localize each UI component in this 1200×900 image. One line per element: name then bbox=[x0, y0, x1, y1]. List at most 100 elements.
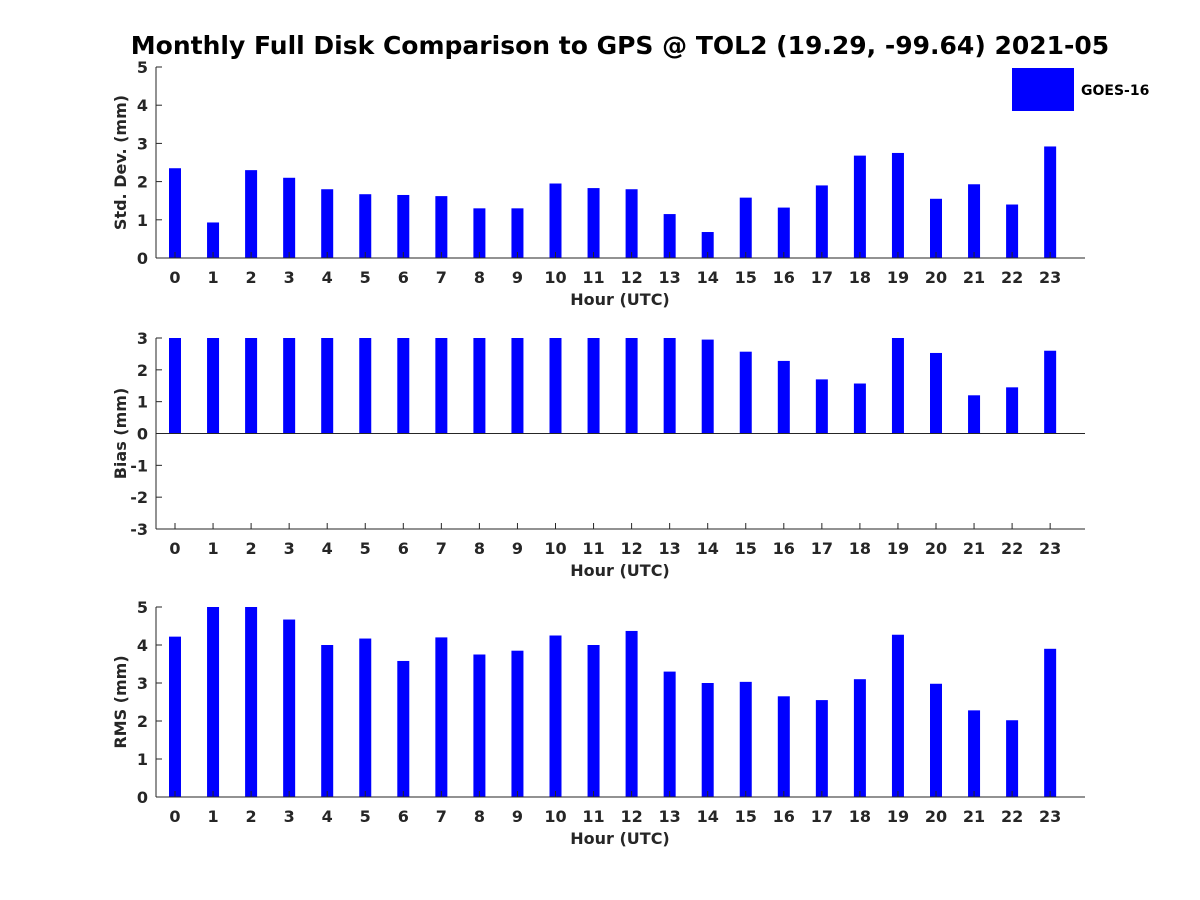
rms-bar-0 bbox=[169, 636, 181, 797]
rms-bar-14 bbox=[701, 683, 714, 797]
std-x-tick-label: 3 bbox=[284, 268, 295, 287]
rms-y-tick-label: 5 bbox=[137, 598, 148, 617]
bias-bar-1 bbox=[207, 338, 220, 434]
rms-x-tick-label: 16 bbox=[773, 807, 795, 826]
bias-bar-20 bbox=[930, 352, 942, 434]
std-x-tick-label: 16 bbox=[773, 268, 795, 287]
bias-y-tick-label: 1 bbox=[137, 393, 148, 412]
bias-x-tick-label: 8 bbox=[474, 539, 485, 558]
rms-bar-5 bbox=[359, 638, 372, 797]
rms-x-tick-label: 0 bbox=[169, 807, 180, 826]
rms-x-tick-label: 17 bbox=[811, 807, 833, 826]
rms-y-axis-label: RMS (mm) bbox=[111, 655, 130, 748]
legend: GOES-16 bbox=[1012, 68, 1149, 111]
rms-x-tick-label: 6 bbox=[398, 807, 409, 826]
bias-bar-3 bbox=[283, 338, 296, 434]
std-bar-18 bbox=[853, 155, 866, 258]
std-y-tick-label: 4 bbox=[137, 96, 148, 115]
std-x-axis-label: Hour (UTC) bbox=[570, 290, 670, 309]
rms-x-tick-label: 3 bbox=[284, 807, 295, 826]
std-x-tick-label: 9 bbox=[512, 268, 523, 287]
std-bar-15 bbox=[739, 197, 752, 258]
std-bar-19 bbox=[891, 152, 904, 258]
rms-x-tick-label: 15 bbox=[735, 807, 757, 826]
std-bar-1 bbox=[207, 222, 220, 258]
bias-x-tick-label: 16 bbox=[773, 539, 795, 558]
bias-bar-4 bbox=[321, 338, 334, 434]
bias-bar-6 bbox=[397, 338, 410, 434]
std-x-tick-label: 13 bbox=[659, 268, 681, 287]
std-y-tick-label: 5 bbox=[137, 58, 148, 77]
rms-x-tick-label: 14 bbox=[697, 807, 719, 826]
bias-x-tick-label: 1 bbox=[207, 539, 218, 558]
std-bar-5 bbox=[359, 194, 372, 258]
std-bar-13 bbox=[663, 214, 676, 258]
bias-x-tick-label: 21 bbox=[963, 539, 985, 558]
rms-x-tick-label: 13 bbox=[659, 807, 681, 826]
std-bar-9 bbox=[511, 208, 524, 258]
bias-x-tick-label: 2 bbox=[246, 539, 257, 558]
bias-bar-16 bbox=[777, 360, 790, 434]
rms-x-tick-label: 22 bbox=[1001, 807, 1023, 826]
rms-bar-10 bbox=[549, 635, 562, 797]
std-x-tick-label: 17 bbox=[811, 268, 833, 287]
bias-y-tick-label: -2 bbox=[130, 488, 148, 507]
std-y-axis-label: Std. Dev. (mm) bbox=[111, 95, 130, 230]
std-x-tick-label: 21 bbox=[963, 268, 985, 287]
rms-x-tick-label: 19 bbox=[887, 807, 909, 826]
rms-bar-13 bbox=[663, 671, 676, 797]
std-x-tick-label: 20 bbox=[925, 268, 947, 287]
std-x-tick-label: 6 bbox=[398, 268, 409, 287]
rms-y-tick-label: 1 bbox=[137, 750, 148, 769]
rms-x-tick-label: 21 bbox=[963, 807, 985, 826]
std-x-tick-label: 22 bbox=[1001, 268, 1023, 287]
std-bar-3 bbox=[283, 177, 296, 258]
rms-x-tick-label: 10 bbox=[544, 807, 566, 826]
bias-bar-17 bbox=[815, 379, 828, 434]
std-y-tick-label: 2 bbox=[137, 173, 148, 192]
bias-x-tick-label: 18 bbox=[849, 539, 871, 558]
bias-bar-0 bbox=[169, 338, 181, 434]
bias-y-tick-label: -1 bbox=[130, 456, 148, 475]
std-y-tick-label: 0 bbox=[137, 249, 148, 268]
rms-bar-9 bbox=[511, 650, 524, 797]
bias-bar-10 bbox=[549, 338, 562, 434]
std-bar-16 bbox=[777, 207, 790, 258]
bias-x-tick-label: 0 bbox=[169, 539, 180, 558]
bias-x-tick-label: 7 bbox=[436, 539, 447, 558]
std-bar-10 bbox=[549, 183, 562, 258]
std-x-tick-label: 0 bbox=[169, 268, 180, 287]
bias-x-tick-label: 10 bbox=[544, 539, 566, 558]
std-x-tick-label: 10 bbox=[544, 268, 566, 287]
rms-y-tick-label: 0 bbox=[137, 788, 148, 807]
bias-bar-22 bbox=[1006, 387, 1019, 434]
std-bar-4 bbox=[321, 189, 334, 258]
bias-x-tick-label: 11 bbox=[582, 539, 604, 558]
bias-x-tick-label: 5 bbox=[360, 539, 371, 558]
legend-label: GOES-16 bbox=[1081, 83, 1149, 99]
rms-x-tick-label: 7 bbox=[436, 807, 447, 826]
rms-x-tick-label: 2 bbox=[246, 807, 257, 826]
bias-x-tick-label: 12 bbox=[620, 539, 642, 558]
std-y-tick-label: 1 bbox=[137, 211, 148, 230]
bias-x-tick-label: 13 bbox=[659, 539, 681, 558]
std-x-tick-label: 4 bbox=[322, 268, 333, 287]
rms-bar-16 bbox=[777, 696, 790, 797]
bias-bar-18 bbox=[853, 383, 866, 434]
rms-bar-7 bbox=[435, 637, 448, 797]
std-x-tick-label: 8 bbox=[474, 268, 485, 287]
bias-x-tick-label: 17 bbox=[811, 539, 833, 558]
rms-x-tick-label: 8 bbox=[474, 807, 485, 826]
rms-bar-12 bbox=[625, 630, 638, 797]
rms-x-tick-label: 18 bbox=[849, 807, 871, 826]
bias-x-tick-label: 20 bbox=[925, 539, 947, 558]
bias-bar-13 bbox=[663, 338, 676, 434]
std-bar-17 bbox=[815, 185, 828, 258]
bias-x-tick-label: 6 bbox=[398, 539, 409, 558]
rms-x-axis-label: Hour (UTC) bbox=[570, 829, 670, 848]
rms-x-tick-label: 20 bbox=[925, 807, 947, 826]
